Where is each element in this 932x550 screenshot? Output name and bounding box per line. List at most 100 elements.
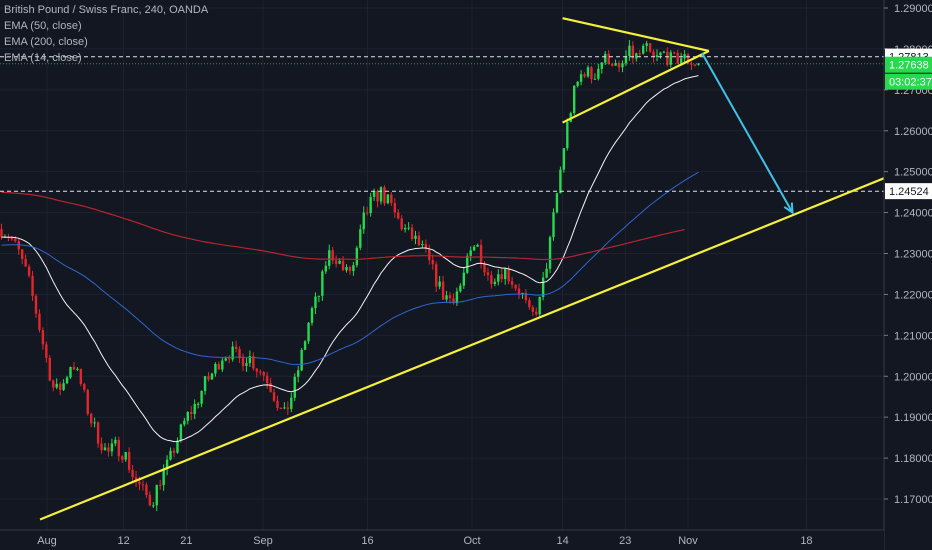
candle-body (107, 447, 110, 452)
legend-ema-14[interactable]: EMA (14, close) (4, 52, 82, 64)
chart-title: British Pound / Swiss Franc, 240, OANDA (4, 4, 209, 16)
candle-body (58, 383, 62, 390)
triangle-upper-line[interactable] (562, 17, 710, 53)
candle-body (638, 53, 641, 55)
candle-body (593, 78, 597, 80)
candle-body (117, 439, 120, 457)
time-tick-label: 16 (361, 535, 373, 547)
candle-body (214, 363, 217, 374)
chart-legend: British Pound / Swiss Franc, 240, OANDA … (4, 2, 208, 66)
candle-body (72, 366, 76, 370)
candle-body (96, 422, 100, 444)
candle-body (172, 450, 176, 453)
candle-body (252, 356, 255, 369)
candle-body (290, 397, 293, 409)
price-tick-label: 1.29000 (894, 3, 932, 15)
candle-body (127, 451, 131, 470)
candle-body (355, 247, 359, 266)
candle-body (693, 64, 697, 66)
legend-ema-200[interactable]: EMA (200, close) (4, 36, 88, 48)
candle-body (586, 67, 590, 77)
candle-body (110, 443, 114, 452)
candle-body (324, 265, 327, 272)
candle-body (541, 277, 545, 297)
candle-body (493, 281, 497, 285)
candle-body (490, 275, 493, 285)
ema-200-line (1, 191, 685, 261)
candle-body (193, 403, 196, 414)
legend-ema-50[interactable]: EMA (50, close) (4, 20, 82, 32)
candle-body (697, 63, 700, 65)
candle-body (52, 380, 55, 388)
price-axis[interactable]: 1.290001.280001.270001.260001.250001.240… (883, 0, 932, 550)
candle-body (217, 363, 221, 370)
chart-grid (0, 0, 884, 530)
candle-body (590, 67, 593, 80)
candle-body (476, 244, 479, 247)
candle-body (459, 285, 462, 292)
candle-body (562, 148, 566, 170)
candle-body (262, 372, 265, 376)
candle-body (272, 392, 276, 401)
candle-body (514, 284, 517, 289)
candle-body (341, 260, 345, 271)
candle-body (31, 275, 34, 296)
candle-body (334, 260, 338, 264)
price-label-box (885, 56, 932, 73)
candle-body (376, 191, 379, 202)
candle-body (579, 74, 583, 82)
candle-body (617, 62, 621, 68)
price-tick-label: 1.24000 (894, 208, 932, 220)
candle-body (279, 407, 283, 409)
time-axis-background (0, 530, 884, 550)
candle-body (645, 43, 648, 46)
candle-body (628, 45, 631, 57)
price-tick-label: 1.21000 (894, 330, 932, 342)
candle-body (359, 229, 362, 248)
candle-body (510, 281, 514, 285)
candle-body (624, 56, 628, 64)
candle-body (241, 358, 245, 366)
candle-body (276, 400, 279, 408)
candle-body (300, 349, 303, 371)
candle-body (310, 308, 314, 323)
candle-body (445, 295, 448, 300)
candle-body (100, 443, 103, 451)
candle-body (248, 356, 252, 364)
candle-body (421, 243, 424, 246)
candle-body (196, 403, 200, 405)
time-tick-label: Aug (37, 535, 57, 547)
candle-body (614, 62, 617, 66)
candle-body (293, 376, 296, 398)
candle-body (255, 368, 258, 372)
candle-body (203, 376, 207, 391)
candle-body (631, 45, 635, 59)
time-tick-label: 14 (556, 535, 568, 547)
candle-body (566, 121, 569, 149)
price-tick-label: 1.25000 (894, 167, 932, 179)
candle-body (652, 51, 655, 58)
triangle-lower-line[interactable] (562, 49, 710, 124)
price-label-text: 1.24524 (889, 186, 929, 198)
candle-body (610, 63, 614, 66)
candle-body (141, 484, 145, 486)
candle-body (24, 258, 27, 267)
candle-body (497, 274, 500, 282)
candle-body (648, 43, 652, 52)
price-label-box (885, 183, 932, 200)
candle-body (607, 53, 610, 64)
candle-body (635, 53, 638, 59)
candle-body (462, 272, 465, 286)
candle-body (159, 484, 162, 486)
candle-body (124, 451, 127, 460)
candle-body (676, 52, 679, 64)
candle-body (407, 227, 410, 229)
trendline-line[interactable] (39, 174, 891, 521)
candle-body (86, 389, 89, 414)
candle-body (403, 227, 407, 230)
candle-body (148, 494, 152, 506)
candle-body (555, 193, 559, 213)
time-axis[interactable]: Aug 12 21 Sep 16 Oct 14 23 Nov 18 (0, 529, 884, 550)
candle-body (690, 63, 693, 65)
